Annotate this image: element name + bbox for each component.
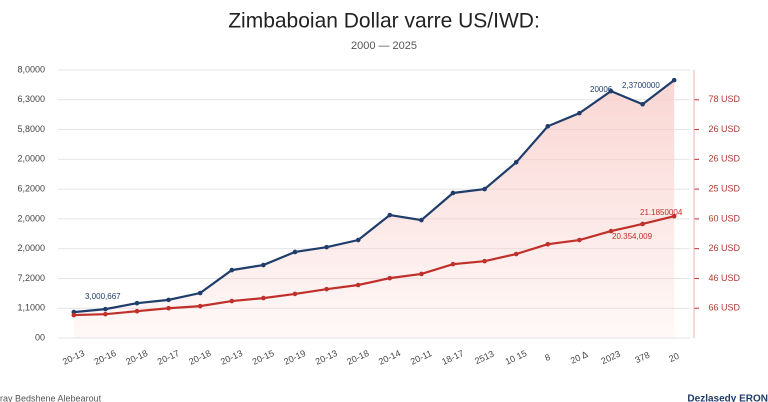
point [103, 311, 108, 317]
footer-right: Dezlasedy ERON [687, 394, 768, 402]
footer-left: ray Bedshene Alebearout [0, 393, 102, 402]
point [450, 190, 456, 196]
x-tick-label: 2513 [473, 349, 495, 367]
y-tick-label: 00 [35, 332, 45, 342]
y-tick-label: 1,1000 [17, 303, 45, 313]
annotation: 3,000,667 [85, 292, 121, 301]
y-tick-label: 6,3000 [17, 94, 45, 104]
x-tick-label: 10 15 [504, 348, 529, 367]
y2-tick-label: 66 USD [708, 303, 740, 313]
point [419, 217, 424, 223]
point [513, 160, 519, 165]
point [197, 303, 203, 309]
x-tick-label: 20-18 [124, 348, 149, 367]
point [324, 244, 329, 250]
area [73, 80, 675, 338]
x-tick-label: 20 [667, 351, 680, 364]
point [292, 291, 298, 297]
x-tick-label: 8 [543, 352, 552, 363]
x-tick-label: 20-13 [314, 348, 339, 367]
x-tick-label: 20-13 [219, 348, 244, 367]
point [197, 290, 203, 296]
point [577, 237, 582, 243]
point [387, 275, 393, 281]
x-tick-label: 20-15 [251, 348, 276, 367]
point [513, 251, 519, 257]
x-tick-label: 20-11 [409, 348, 433, 367]
y-tick-label: 8,0000 [17, 64, 45, 74]
point [608, 228, 614, 234]
y-tick-label: 2,0000 [17, 243, 45, 253]
point [545, 241, 551, 247]
y2-tick-label: 26 USD [708, 243, 740, 253]
point [261, 295, 266, 301]
y2-tick-label: 46 USD [708, 273, 740, 283]
point [671, 213, 677, 219]
line [73, 215, 675, 317]
point [292, 249, 298, 255]
line [73, 79, 675, 314]
y2-tick-label: 26 USD [708, 154, 740, 164]
point [450, 261, 456, 267]
point [355, 282, 361, 288]
y2-tick-label: 78 USD [708, 94, 740, 104]
point [671, 77, 677, 83]
point [355, 237, 361, 243]
point [482, 258, 487, 264]
x-tick-label: 2023 [600, 349, 622, 367]
x-tick-label: 20-14 [377, 348, 402, 367]
point [261, 262, 266, 268]
y-tick-label: 6,2000 [17, 183, 45, 193]
point [324, 286, 329, 292]
y-tick-label: 5,8000 [17, 124, 45, 134]
x-tick-label: 378 [633, 350, 651, 365]
y2-tick-label: 25 USD [708, 183, 740, 193]
point [103, 306, 108, 312]
point [71, 312, 77, 318]
y2-tick-label: 26 USD [708, 124, 740, 134]
chart-subtitle: 2000 — 2025 [351, 40, 417, 52]
annotation: 20.354,009 [612, 232, 653, 241]
point [419, 271, 424, 277]
x-tick-label: 20-17 [156, 348, 181, 367]
point [577, 110, 582, 116]
point [640, 221, 645, 227]
x-tick-label: 20-16 [93, 348, 118, 367]
point [134, 300, 140, 306]
point [640, 101, 645, 107]
y2-tick-label: 60 USD [708, 213, 740, 223]
x-tick-label: 20-13 [61, 348, 86, 367]
point [166, 297, 171, 303]
y-tick-label: 7,2000 [17, 273, 45, 283]
point [166, 305, 171, 311]
annotation: 20006 [590, 85, 613, 94]
point [387, 212, 393, 218]
annotation: 2,3700000 [622, 81, 660, 90]
y-tick-label: 2,0000 [17, 154, 45, 164]
point [545, 123, 551, 129]
chart-title: Zimbaboian Dollar varre US/IWD: [228, 10, 540, 33]
x-tick-label: 20 Δ [569, 349, 590, 366]
point [229, 298, 235, 304]
x-tick-label: 20-18 [345, 348, 370, 367]
point [229, 267, 235, 273]
x-tick-label: 20-18 [187, 348, 212, 367]
point [134, 308, 140, 314]
x-tick-label: 18-17 [440, 348, 465, 367]
point [482, 186, 487, 192]
x-tick-label: 20-19 [282, 348, 307, 367]
y-tick-label: 2,0000 [17, 213, 45, 223]
point [608, 88, 614, 94]
annotation: 21.1850004 [640, 208, 683, 217]
